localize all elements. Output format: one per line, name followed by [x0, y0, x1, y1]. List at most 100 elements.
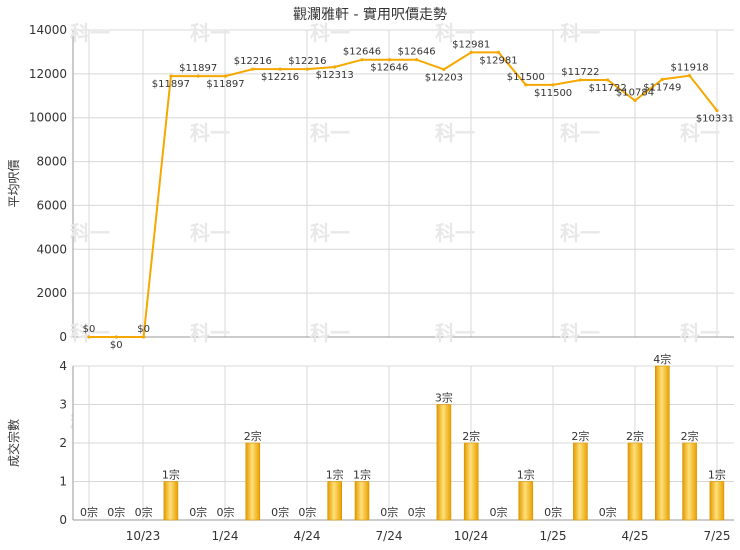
watermark: 科一 — [310, 321, 350, 345]
price-y-axis-label: 平均呎價 — [7, 159, 21, 207]
watermark: 科一 — [70, 321, 110, 345]
price-point — [196, 74, 200, 78]
price-data-label: $12216 — [288, 56, 326, 67]
price-data-label: $11722 — [561, 67, 599, 78]
volume-y-axis-label: 成交宗數 — [6, 419, 21, 467]
x-tick-label: 1/25 — [540, 529, 567, 543]
volume-y-tick-label: 2 — [59, 436, 67, 450]
price-data-label: $12203 — [425, 72, 463, 83]
price-data-label: $12216 — [234, 56, 272, 67]
volume-bar — [463, 442, 479, 521]
price-data-label: $12981 — [452, 39, 490, 50]
price-point — [415, 58, 419, 62]
volume-bar — [245, 442, 261, 521]
price-y-tick-label: 8000 — [36, 155, 67, 169]
price-plot-area — [73, 30, 734, 337]
price-y-tick-label: 4000 — [36, 242, 67, 256]
volume-data-label: 0宗 — [135, 505, 153, 519]
price-point — [524, 83, 528, 87]
price-point — [251, 67, 255, 71]
price-data-label: $12981 — [479, 55, 517, 66]
volume-data-label: 0宗 — [408, 505, 426, 519]
volume-data-label: 3宗 — [435, 391, 453, 405]
price-y-tick-label: 2000 — [36, 286, 67, 300]
watermark: 科一 — [435, 321, 475, 345]
watermark: 科一 — [435, 221, 475, 245]
x-tick-label: 10/24 — [454, 529, 489, 543]
volume-data-label: 1宗 — [517, 468, 535, 482]
volume-data-label: 2宗 — [626, 429, 644, 443]
price-data-label: $0 — [110, 340, 123, 351]
price-point — [87, 335, 91, 339]
price-data-label: $12313 — [316, 70, 354, 81]
volume-y-tick-label: 4 — [59, 359, 67, 373]
price-point — [688, 74, 692, 78]
volume-bar — [627, 442, 643, 521]
price-data-label: $12216 — [261, 72, 299, 83]
price-point — [606, 78, 610, 82]
x-tick-label: 7/25 — [704, 529, 731, 543]
price-data-label: $11722 — [589, 83, 627, 94]
price-data-label: $12646 — [398, 47, 436, 58]
volume-data-label: 2宗 — [244, 429, 262, 443]
price-data-label: $11500 — [507, 72, 545, 83]
watermark: 科一 — [560, 221, 600, 245]
volume-data-label: 0宗 — [271, 505, 289, 519]
price-data-label: $10331 — [696, 113, 734, 124]
watermark: 科一 — [680, 321, 720, 345]
volume-data-label: 0宗 — [80, 505, 98, 519]
price-point — [387, 58, 391, 62]
volume-bar — [654, 365, 670, 521]
watermark: 科一 — [435, 121, 475, 145]
price-data-label: $11897 — [152, 79, 190, 90]
volume-data-label: 0宗 — [599, 505, 617, 519]
chart-title: 觀瀾雅軒 - 實用呎價走勢 — [293, 6, 447, 23]
volume-data-label: 0宗 — [189, 505, 207, 519]
watermark: 科一 — [190, 321, 230, 345]
price-point — [278, 67, 282, 71]
watermark: 科一 — [190, 21, 230, 45]
price-point — [360, 58, 364, 62]
price-data-label: $11918 — [671, 63, 709, 74]
watermark: 科一 — [560, 121, 600, 145]
volume-data-label: 1宗 — [162, 468, 180, 482]
volume-data-label: 0宗 — [544, 505, 562, 519]
watermark: 科一 — [190, 221, 230, 245]
volume-y-tick-label: 1 — [59, 475, 67, 489]
price-y-tick-label: 10000 — [29, 111, 67, 125]
price-point — [551, 83, 555, 87]
price-data-label: $11500 — [534, 88, 572, 99]
price-data-label: $10784 — [616, 88, 654, 99]
volume-y-tick-label: 0 — [59, 513, 67, 527]
watermark: 科一 — [560, 321, 600, 345]
price-data-label: $11897 — [179, 63, 217, 74]
volume-data-label: 1宗 — [326, 468, 344, 482]
volume-bar — [436, 404, 452, 521]
price-data-label: $0 — [137, 324, 150, 335]
x-tick-label: 4/24 — [294, 529, 321, 543]
volume-data-label: 2宗 — [571, 429, 589, 443]
price-point — [496, 50, 501, 54]
volume-bar — [354, 481, 370, 521]
price-point — [223, 74, 228, 78]
price-point — [715, 108, 719, 113]
volume-bar — [327, 481, 343, 521]
price-y-tick-label: 12000 — [29, 67, 67, 81]
x-tick-label: 10/23 — [126, 529, 161, 543]
x-tick-label: 4/25 — [622, 529, 649, 543]
price-point — [333, 65, 337, 69]
volume-data-label: 0宗 — [380, 505, 398, 519]
volume-bar — [709, 481, 725, 521]
volume-data-label: 1宗 — [353, 468, 371, 482]
volume-data-label: 0宗 — [298, 505, 316, 519]
watermark: 科一 — [560, 21, 600, 45]
watermark: 科一 — [310, 221, 350, 245]
price-point — [442, 67, 446, 72]
volume-bar — [163, 481, 179, 521]
volume-data-label: 2宗 — [462, 429, 480, 443]
x-tick-label: 1/24 — [212, 529, 239, 543]
price-y-tick-label: 0 — [59, 330, 67, 344]
